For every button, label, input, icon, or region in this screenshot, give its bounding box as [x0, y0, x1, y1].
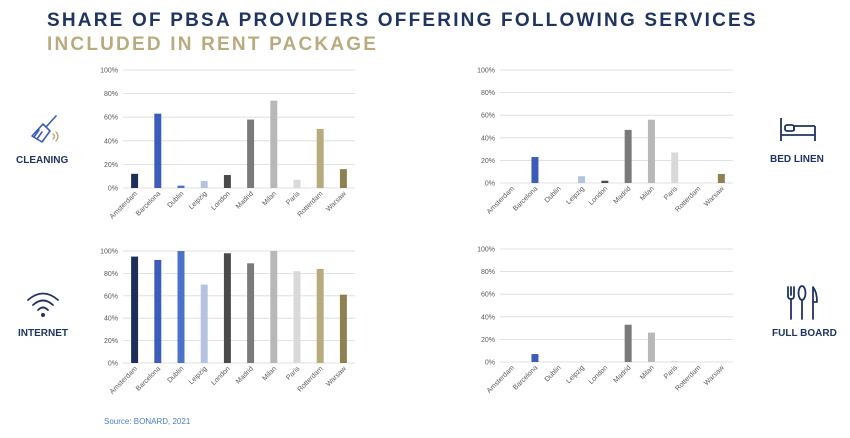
x-tick-label: Rotterdam	[674, 364, 702, 392]
x-tick-label: Leipzig	[565, 364, 586, 385]
bar-london	[601, 180, 609, 183]
bar-paris	[293, 179, 301, 188]
y-tick-label: 80%	[104, 271, 118, 278]
bar-barcelona	[154, 113, 162, 188]
y-tick-label: 100%	[477, 68, 495, 75]
internet-label: INTERNET	[18, 328, 68, 339]
page-subtitle: INCLUDED IN RENT PACKAGE	[47, 34, 379, 55]
bar-milan	[647, 119, 655, 183]
bar-milan	[270, 100, 278, 188]
y-tick-label: 100%	[477, 247, 495, 254]
y-tick-label: 40%	[481, 135, 495, 142]
bar-madrid	[247, 119, 255, 188]
bar-warsaw	[717, 173, 725, 183]
bar-dublin	[177, 185, 185, 188]
y-tick-label: 80%	[481, 269, 495, 276]
y-tick-label: 20%	[481, 158, 495, 165]
y-tick-label: 60%	[104, 293, 118, 300]
bar-barcelona	[154, 259, 162, 363]
y-tick-label: 20%	[104, 338, 118, 345]
x-tick-label: London	[588, 364, 610, 386]
y-tick-label: 80%	[481, 90, 495, 97]
y-tick-label: 60%	[481, 113, 495, 120]
x-tick-label: Dublin	[544, 364, 563, 383]
bar-dublin	[177, 251, 185, 363]
bar-madrid	[247, 263, 255, 363]
bar-london	[223, 253, 231, 363]
bar-leipzig	[200, 180, 208, 188]
bar-milan	[647, 332, 655, 362]
x-tick-label: Barcelona	[512, 364, 539, 391]
bar-barcelona	[531, 354, 539, 362]
y-tick-label: 40%	[104, 138, 118, 145]
y-tick-label: 60%	[104, 115, 118, 122]
y-tick-label: 20%	[104, 162, 118, 169]
bed-linen-label: BED LINEN	[770, 154, 824, 165]
bar-london	[223, 175, 231, 188]
bar-madrid	[624, 324, 632, 362]
bar-amsterdam	[131, 173, 139, 188]
cutlery-icon	[787, 285, 818, 320]
y-tick-label: 0%	[108, 186, 118, 193]
x-tick-label: Warsaw	[703, 364, 726, 387]
y-tick-label: 100%	[100, 68, 118, 75]
x-tick-label: Paris	[663, 364, 680, 381]
wifi-icon	[27, 292, 59, 317]
bar-warsaw	[339, 294, 347, 363]
y-tick-label: 0%	[485, 360, 495, 367]
bar-milan	[270, 251, 278, 363]
y-tick-label: 100%	[100, 249, 118, 256]
bar-rotterdam	[316, 129, 324, 188]
full-board-label: FULL BOARD	[772, 328, 837, 339]
bar-paris	[671, 152, 679, 183]
y-tick-label: 40%	[104, 316, 118, 323]
x-tick-label: Milan	[639, 364, 656, 381]
page-title: SHARE OF PBSA PROVIDERS OFFERING FOLLOWI…	[47, 10, 758, 31]
bar-leipzig	[578, 176, 586, 183]
bar-paris	[293, 271, 301, 363]
y-tick-label: 60%	[481, 292, 495, 299]
bar-paris	[671, 360, 679, 362]
bar-warsaw	[339, 169, 347, 188]
broom-icon	[31, 115, 59, 143]
x-tick-label: Amsterdam	[486, 364, 516, 394]
source-note: Source: BONARD, 2021	[104, 417, 191, 426]
bar-rotterdam	[316, 268, 324, 363]
y-tick-label: 80%	[104, 91, 118, 98]
bed-icon	[780, 118, 816, 141]
cleaning-label: CLEANING	[16, 155, 69, 166]
bar-leipzig	[200, 284, 208, 363]
bar-amsterdam	[131, 256, 139, 363]
y-tick-label: 0%	[485, 181, 495, 188]
y-tick-label: 40%	[481, 314, 495, 321]
bar-madrid	[624, 129, 632, 183]
y-tick-label: 0%	[108, 361, 118, 368]
x-tick-label: Madrid	[612, 364, 632, 384]
bar-barcelona	[531, 157, 539, 183]
y-tick-label: 20%	[481, 337, 495, 344]
